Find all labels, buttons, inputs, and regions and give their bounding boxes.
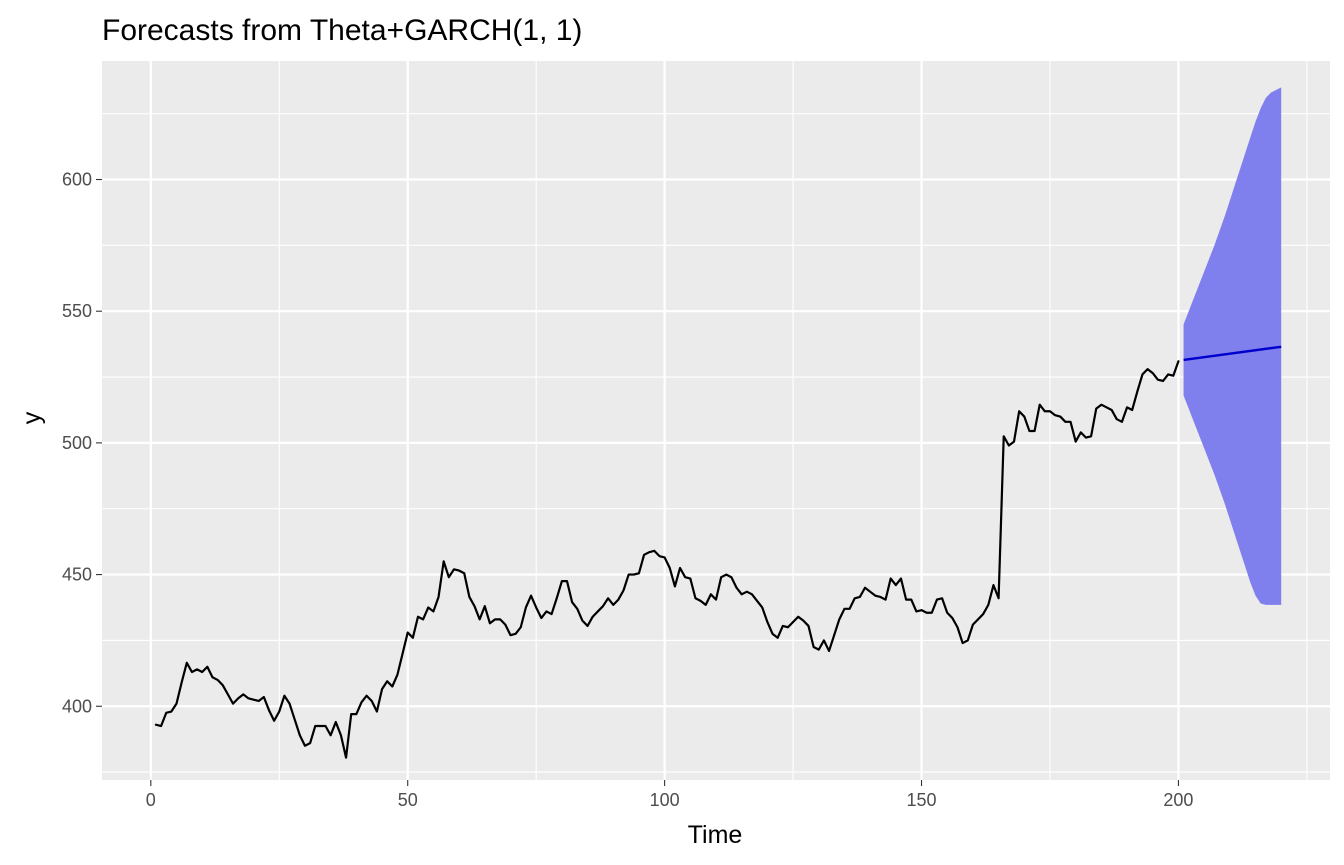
y-tick-label: 550 (62, 301, 92, 321)
x-tick-label: 150 (906, 790, 936, 810)
major-gridlines (102, 61, 1330, 780)
y-tick-label: 400 (62, 696, 92, 716)
forecast-line-layer (1183, 345, 1282, 362)
plot-panel (102, 61, 1330, 780)
y-axis-title: y (18, 411, 46, 424)
x-axis-title: Time (688, 821, 743, 849)
forecast-interval-layer (1183, 87, 1282, 605)
x-axis: 0 50 100 150 200 (146, 780, 1193, 810)
x-tick-label: 100 (650, 790, 680, 810)
chart-title: Forecasts from Theta+GARCH(1, 1) (102, 14, 582, 47)
forecast-interval-band (1183, 87, 1282, 605)
y-axis: 400 450 500 550 600 (62, 170, 102, 716)
y-tick-label: 450 (62, 565, 92, 585)
x-tick-label: 50 (398, 790, 418, 810)
series-layer (154, 360, 1180, 759)
minor-gridlines (102, 61, 1330, 780)
x-tick-label: 0 (146, 790, 156, 810)
y-tick-label: 600 (62, 170, 92, 190)
y-tick-label: 500 (62, 433, 92, 453)
x-tick-label: 200 (1163, 790, 1193, 810)
series-line (154, 360, 1180, 759)
forecast-point-line (1183, 345, 1282, 362)
